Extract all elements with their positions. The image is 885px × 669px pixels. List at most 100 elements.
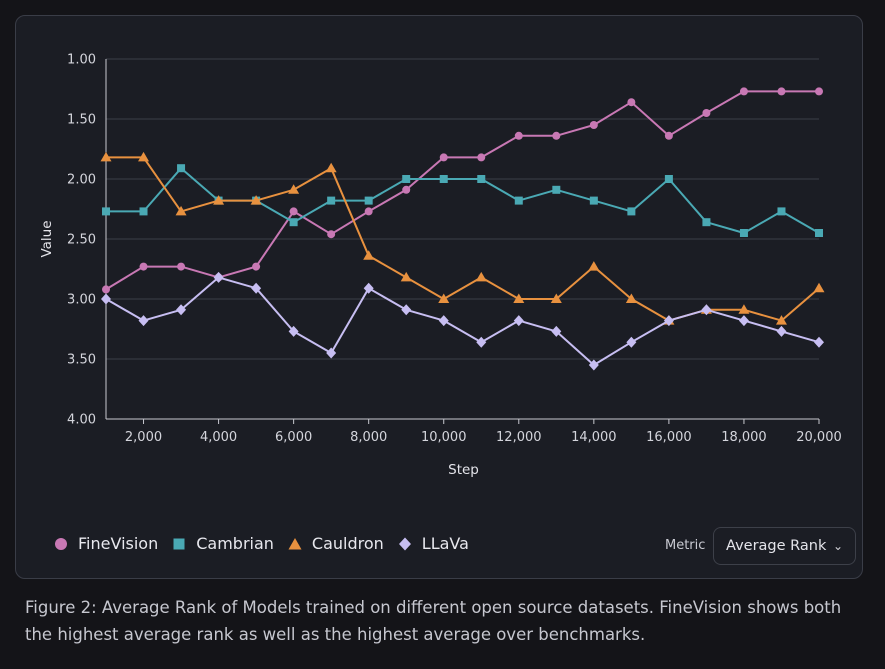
metric-label: Metric — [665, 538, 706, 553]
data-point-llava — [513, 315, 524, 327]
data-point-finevision — [777, 87, 786, 96]
data-point-finevision — [589, 121, 598, 129]
x-tick-label: 20,000 — [796, 430, 842, 445]
data-point-llava — [626, 336, 637, 348]
y-tick-label: 2.00 — [67, 173, 96, 188]
figure-caption: Figure 2: Average Rank of Models trained… — [25, 598, 842, 644]
y-tick-label: 1.00 — [67, 53, 96, 68]
legend-item-cauldron[interactable]: Cauldron — [288, 534, 384, 553]
data-point-llava — [326, 347, 337, 359]
data-point-cauldron — [250, 195, 262, 205]
data-point-cambrian — [102, 207, 110, 216]
data-point-cambrian — [552, 185, 561, 194]
legend-label: LLaVa — [421, 534, 469, 553]
y-tick-label: 2.50 — [67, 233, 96, 248]
y-tick-label: 3.00 — [67, 293, 96, 308]
chevron-down-icon: ⌄ — [832, 539, 843, 553]
data-point-cambrian — [702, 218, 711, 227]
data-point-llava — [476, 336, 487, 348]
x-tick-label: 4,000 — [200, 430, 237, 445]
data-point-finevision — [627, 98, 636, 107]
x-tick-label: 10,000 — [421, 430, 467, 445]
line-chart: 1.00 1.50 2.00 2.50 3.00 3.50 4.00 2,000 4,000 6,… — [39, 53, 842, 479]
series-line-cambrian — [106, 167, 820, 234]
data-point-llava — [401, 304, 412, 316]
y-tick-label: 3.50 — [67, 353, 96, 368]
data-point-cambrian — [177, 164, 186, 173]
legend: FineVision Cambrian Cauldron LLaVa — [54, 534, 483, 553]
x-tick-label: 12,000 — [496, 430, 542, 445]
metric-select-value: Average Rank — [726, 538, 827, 554]
data-point-finevision — [664, 131, 673, 140]
data-point-llava — [138, 315, 149, 327]
data-point-finevision — [177, 262, 186, 271]
chart-card: 1.00 1.50 2.00 2.50 3.00 3.50 4.00 2,000 4,000 6,… — [15, 15, 863, 579]
data-point-cauldron — [438, 293, 450, 303]
data-point-cauldron — [363, 250, 375, 260]
data-point-cauldron — [813, 282, 825, 293]
data-point-llava — [251, 282, 262, 294]
legend-label: Cambrian — [196, 534, 274, 553]
y-axis-title: Value — [39, 220, 55, 257]
data-point-cauldron — [513, 293, 525, 303]
data-point-llava — [438, 315, 449, 327]
triangle-marker-icon — [288, 537, 302, 549]
data-point-cambrian — [514, 196, 523, 205]
data-point-cauldron — [625, 293, 637, 303]
data-point-cauldron — [588, 261, 600, 271]
data-point-llava — [213, 271, 224, 283]
x-tick-label: 14,000 — [571, 430, 617, 445]
data-point-llava — [101, 293, 111, 305]
legend-item-cambrian[interactable]: Cambrian — [172, 534, 274, 553]
data-point-llava — [363, 282, 374, 294]
series-line-llava — [105, 276, 820, 366]
data-point-cauldron — [775, 315, 787, 325]
data-point-llava — [663, 315, 674, 327]
data-point-finevision — [364, 207, 373, 216]
data-point-llava — [776, 325, 787, 337]
data-point-cauldron — [738, 304, 750, 314]
data-point-finevision — [402, 185, 411, 194]
data-point-cambrian — [777, 207, 786, 216]
data-point-llava — [738, 315, 749, 327]
data-point-finevision — [252, 262, 261, 271]
metric-select[interactable]: Average Rank ⌄ — [713, 527, 856, 565]
data-point-finevision — [327, 230, 336, 239]
x-tick-label: 6,000 — [275, 430, 312, 445]
data-point-llava — [176, 304, 187, 316]
legend-label: FineVision — [78, 534, 159, 553]
data-point-llava — [588, 359, 599, 371]
data-point-llava — [814, 336, 824, 348]
data-point-cambrian — [402, 175, 411, 183]
data-point-finevision — [739, 87, 748, 96]
data-point-cambrian — [289, 218, 298, 227]
data-point-llava — [701, 304, 712, 316]
data-point-cauldron — [400, 271, 412, 282]
data-point-cambrian — [364, 196, 373, 205]
data-point-cambrian — [664, 175, 673, 183]
data-point-cauldron — [475, 271, 487, 282]
data-point-finevision — [289, 207, 298, 216]
legend-item-llava[interactable]: LLaVa — [398, 534, 469, 553]
data-point-llava — [288, 325, 299, 337]
data-point-finevision — [139, 262, 148, 271]
data-point-cauldron — [100, 151, 112, 162]
diamond-marker-icon — [398, 537, 411, 550]
y-tick-label: 1.50 — [67, 113, 96, 128]
data-point-llava — [551, 325, 562, 337]
data-point-finevision — [439, 153, 448, 162]
data-point-cauldron — [213, 195, 225, 205]
x-tick-label: 2,000 — [125, 430, 162, 445]
data-point-finevision — [815, 87, 823, 96]
data-point-finevision — [702, 109, 711, 117]
data-point-finevision — [514, 131, 523, 140]
data-point-cambrian — [739, 229, 748, 237]
data-point-cambrian — [589, 196, 598, 205]
circle-marker-icon — [55, 537, 67, 550]
series-line-finevision — [105, 90, 819, 291]
data-point-cambrian — [139, 207, 148, 216]
x-tick-label: 8,000 — [350, 430, 387, 445]
legend-label: Cauldron — [311, 534, 384, 553]
data-point-cauldron — [138, 151, 150, 162]
legend-item-finevision[interactable]: FineVision — [54, 534, 158, 553]
